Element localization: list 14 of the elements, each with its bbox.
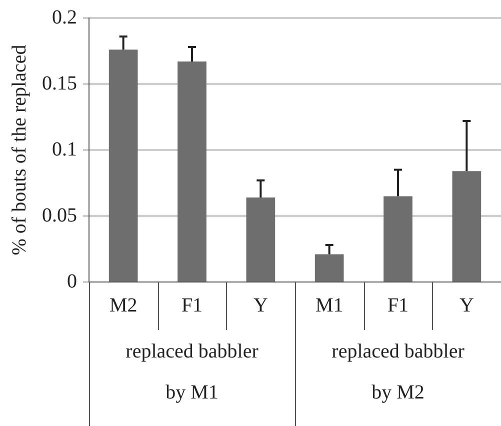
x-tick-label: M1	[315, 294, 344, 316]
text: replaced babbler by M2	[332, 340, 465, 404]
x-tick-label: F1	[387, 294, 409, 316]
y-tick-label: 0.1	[52, 138, 77, 160]
y-axis-title: % of bouts of the replaced	[8, 44, 30, 256]
x-tick-label: Y	[253, 294, 268, 316]
y-tick-label: 0	[67, 270, 77, 292]
x-tick-label: F1	[181, 294, 203, 316]
y-tick-label: 0.2	[52, 6, 77, 28]
x-tick-label: Y	[459, 294, 474, 316]
text: replaced babbler by M1	[126, 340, 259, 404]
y-tick-label: 0.15	[42, 72, 77, 94]
y-tick-label: 0.05	[42, 204, 77, 226]
x-tick-label: M2	[109, 294, 138, 316]
